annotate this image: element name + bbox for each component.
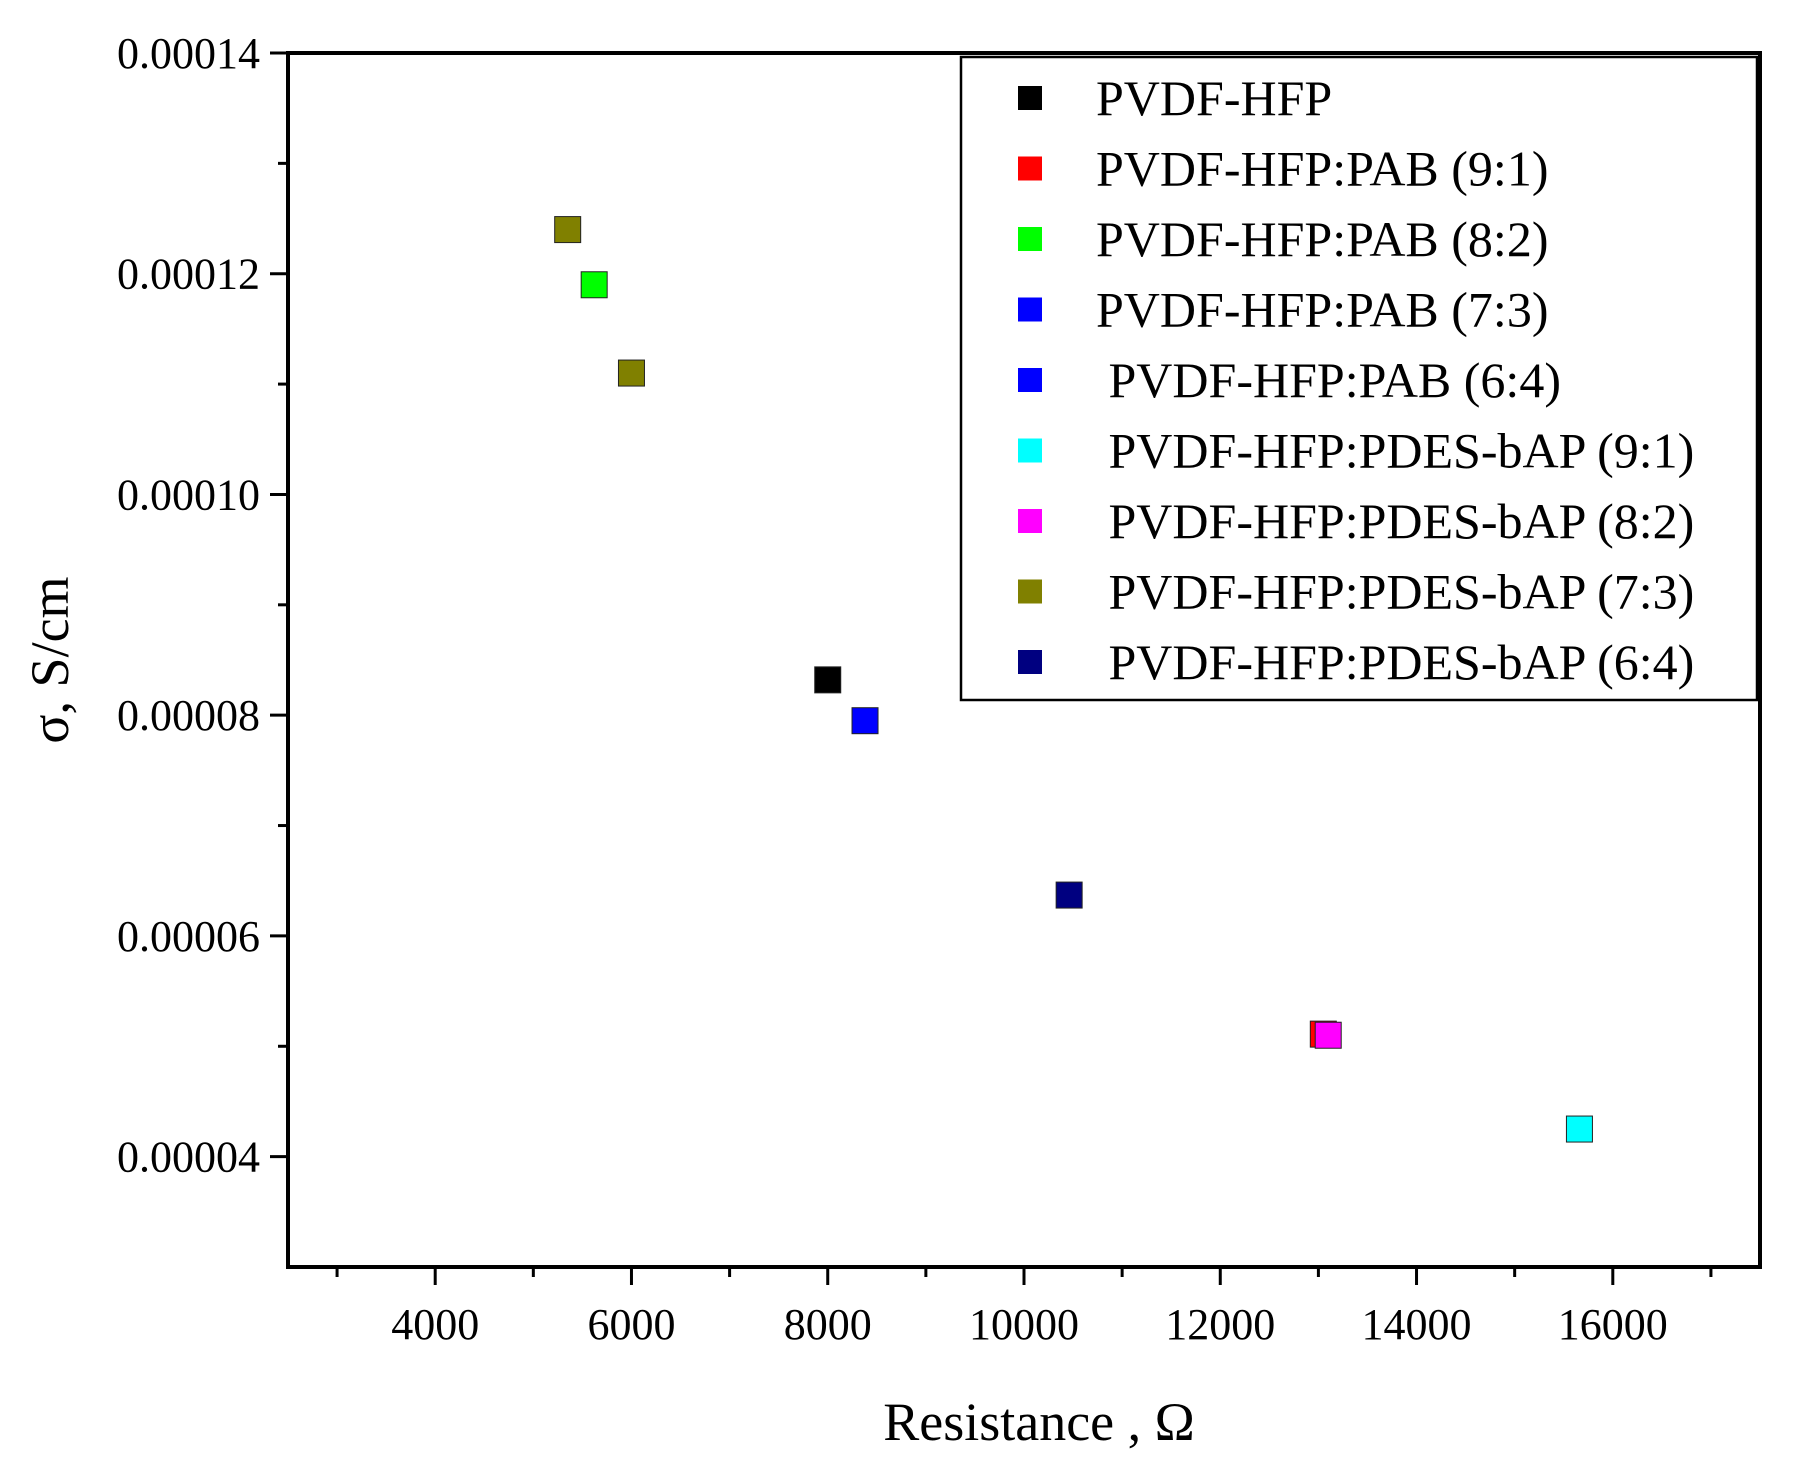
data-point-series-7-1 — [617, 359, 645, 387]
legend-label: PVDF-HFP:PDES-bAP (8:2) — [1096, 493, 1694, 549]
legend-swatch — [1018, 86, 1042, 110]
y-tick-label: 0.00006 — [117, 912, 260, 961]
legend-label: PVDF-HFP — [1096, 70, 1332, 126]
x-tick-label: 6000 — [587, 1300, 675, 1349]
x-tick-label: 14000 — [1362, 1300, 1472, 1349]
x-tick-label: 4000 — [391, 1300, 479, 1349]
legend-swatch — [1018, 297, 1042, 322]
legend-frame — [959, 55, 1759, 702]
legend-label: PVDF-HFP:PAB (7:3) — [1096, 282, 1548, 338]
legend-swatch — [1018, 509, 1042, 533]
x-tick-label: 12000 — [1165, 1300, 1275, 1349]
data-point-series-8-0 — [1055, 881, 1083, 909]
data-point-series-7-0 — [554, 216, 582, 244]
legend-swatch — [1018, 156, 1042, 181]
data-point-series-3-0 — [851, 707, 879, 735]
x-tick-label: 16000 — [1558, 1300, 1668, 1349]
y-tick-label: 0.00004 — [117, 1133, 260, 1182]
data-point-series-6-0 — [1314, 1021, 1342, 1049]
x-axis-ticks: 4000 6000 8000 10000 12000 14000 16000 — [335, 1267, 1713, 1349]
y-tick-label: 0.00014 — [117, 29, 260, 78]
legend: PVDF-HFP PVDF-HFP:PAB (9:1) PVDF-HFP:PAB (… — [959, 55, 1759, 702]
legend-swatch — [1018, 650, 1042, 674]
legend-label: PVDF-HFP:PDES-bAP (9:1) — [1096, 423, 1694, 479]
x-tick-label: 10000 — [969, 1300, 1079, 1349]
legend-swatch — [1018, 438, 1042, 463]
legend-label: PVDF-HFP:PDES-bAP (7:3) — [1096, 564, 1694, 620]
legend-label: PVDF-HFP:PDES-bAP (6:4) — [1096, 634, 1694, 690]
data-point-series-5-0 — [1565, 1115, 1593, 1143]
legend-swatch — [1018, 579, 1042, 604]
legend-label: PVDF-HFP:PAB (9:1) — [1096, 141, 1548, 197]
legend-label: PVDF-HFP:PAB (8:2) — [1096, 211, 1548, 267]
y-tick-label: 0.00010 — [117, 470, 260, 519]
data-point-series-0-0 — [814, 666, 842, 694]
y-axis-ticks: 0.00004 0.00006 0.00008 0.00010 0.00012 0.000… — [117, 29, 288, 1182]
data-points — [554, 216, 1593, 1143]
data-point-series-2-0 — [580, 271, 608, 299]
y-axis-title: σ, S/cm — [20, 576, 80, 743]
legend-swatch — [1018, 227, 1042, 251]
legend-swatch — [1018, 368, 1042, 392]
x-tick-label: 8000 — [784, 1300, 872, 1349]
x-axis-title: Resistance , Ω — [883, 1392, 1195, 1452]
y-tick-label: 0.00012 — [117, 250, 260, 299]
legend-label: PVDF-HFP:PAB (6:4) — [1096, 352, 1561, 408]
y-tick-label: 0.00008 — [117, 691, 260, 740]
